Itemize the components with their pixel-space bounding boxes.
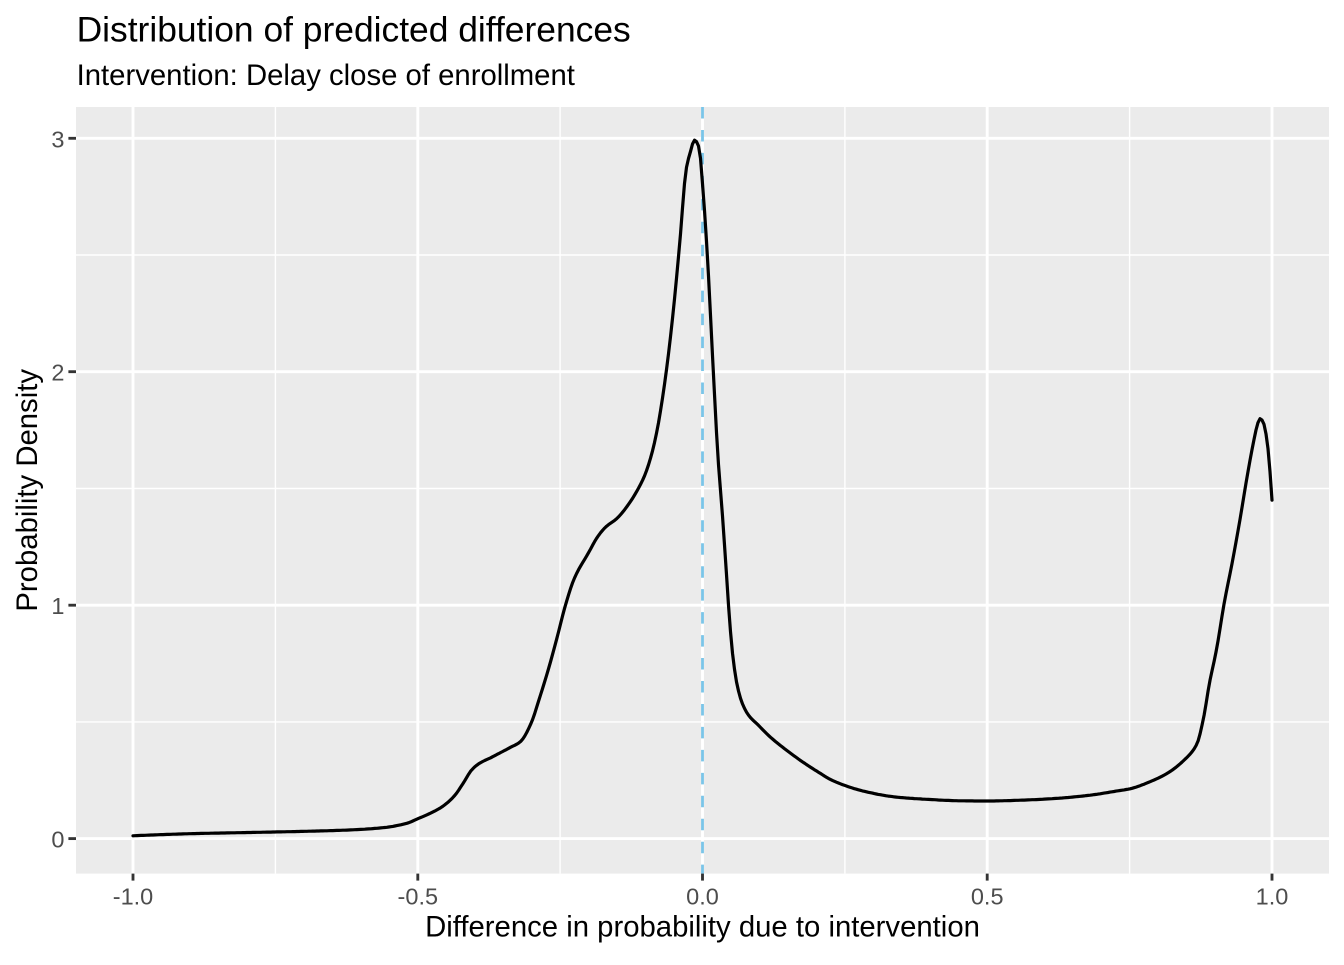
svg-text:0.0: 0.0 xyxy=(686,884,719,910)
svg-text:Probability Density: Probability Density xyxy=(11,369,44,612)
svg-text:Difference in probability due: Difference in probability due to interve… xyxy=(425,911,980,944)
svg-text:Distribution of predicted diff: Distribution of predicted differences xyxy=(77,9,631,49)
svg-text:Intervention: Delay close of e: Intervention: Delay close of enrollment xyxy=(77,59,575,92)
svg-text:0: 0 xyxy=(51,827,64,853)
svg-text:1: 1 xyxy=(51,593,64,619)
svg-text:3: 3 xyxy=(51,126,64,152)
svg-text:-0.5: -0.5 xyxy=(398,884,439,910)
svg-text:-1.0: -1.0 xyxy=(113,884,154,910)
svg-text:0.5: 0.5 xyxy=(971,884,1004,910)
svg-text:1.0: 1.0 xyxy=(1256,884,1289,910)
svg-text:2: 2 xyxy=(51,360,64,386)
